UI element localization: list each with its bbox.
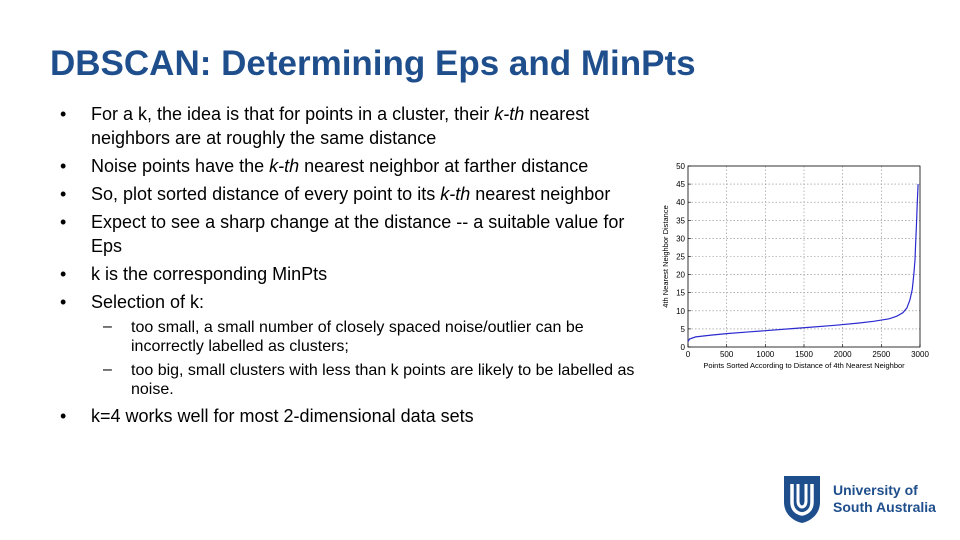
sub-bullet-item: – too big, small clusters with less than… xyxy=(103,361,651,399)
y-tick-label: 20 xyxy=(676,271,685,280)
y-tick-label: 10 xyxy=(676,307,685,316)
bullet-emphasis: k-th xyxy=(269,156,300,176)
y-tick-label: 45 xyxy=(676,180,685,189)
university-name: University of South Australia xyxy=(833,482,936,516)
bullet-text: Expect to see a sharp change at the dist… xyxy=(91,212,625,256)
sub-bullet-marker: – xyxy=(103,318,112,335)
bullet-item: • Noise points have the k-th nearest nei… xyxy=(58,154,658,178)
bullet-marker: • xyxy=(60,406,67,426)
bullet-marker: • xyxy=(60,292,67,312)
bullet-text: Noise points have the xyxy=(91,156,270,176)
bullet-item: • So, plot sorted distance of every poin… xyxy=(58,182,658,206)
y-tick-label: 5 xyxy=(681,325,686,334)
x-tick-label: 500 xyxy=(720,350,734,359)
y-tick-label: 40 xyxy=(676,198,685,207)
x-tick-label: 0 xyxy=(686,350,691,359)
bullet-text: nearest neighbor at farther distance xyxy=(299,156,589,176)
knn-distance-chart: 0 500 1000 1500 2000 2500 3000 0 5 10 15 20 25 30 35 40… xyxy=(661,162,929,370)
x-tick-label: 2500 xyxy=(872,350,890,359)
bullet-item: • k is the corresponding MinPts xyxy=(58,262,658,286)
bullet-marker: • xyxy=(60,212,67,232)
bullet-emphasis: k-th xyxy=(440,184,471,204)
y-tick-label: 50 xyxy=(676,162,685,171)
bullet-text: k=4 works well for most 2-dimensional da… xyxy=(91,406,474,426)
bullet-marker: • xyxy=(60,156,67,176)
y-tick-label: 15 xyxy=(676,289,685,298)
bullet-text: nearest neighbors are at roughly the sam… xyxy=(91,104,590,148)
sub-bullet-text: too big, small clusters with less than k… xyxy=(131,362,635,398)
unisa-crest-icon xyxy=(784,476,820,523)
bullet-emphasis: k-th xyxy=(494,104,525,124)
bullet-text: nearest neighbor xyxy=(470,184,611,204)
x-tick-label: 1000 xyxy=(756,350,774,359)
university-name-line2: South Australia xyxy=(833,499,936,515)
series-line xyxy=(687,184,919,342)
x-axis-label: Points Sorted According to Distance of 4… xyxy=(703,361,905,370)
bullet-item: • k=4 works well for most 2-dimensional … xyxy=(58,404,658,428)
university-logo: University of South Australia xyxy=(780,474,950,530)
bullet-marker: • xyxy=(60,104,67,124)
bullet-text: So, plot sorted distance of every point … xyxy=(91,184,441,204)
sub-bullet-text: too small, a small number of closely spa… xyxy=(131,319,584,355)
y-tick-label: 35 xyxy=(676,216,685,225)
bullet-item: • For a k, the idea is that for points i… xyxy=(58,102,658,150)
y-axis-label: 4th Nearest Neighbor Distance xyxy=(661,205,670,308)
y-tick-label: 25 xyxy=(676,253,685,262)
bullet-text: For a k, the idea is that for points in … xyxy=(91,104,495,124)
x-tick-label: 2000 xyxy=(834,350,852,359)
bullet-marker: • xyxy=(60,184,67,204)
sub-bullet-marker: – xyxy=(103,361,112,378)
bullet-item: • Expect to see a sharp change at the di… xyxy=(58,210,658,258)
sub-bullet-item: – too small, a small number of closely s… xyxy=(103,318,651,356)
slide-title: DBSCAN: Determining Eps and MinPts xyxy=(50,44,696,83)
bullet-list: • For a k, the idea is that for points i… xyxy=(58,102,658,432)
bullet-text: Selection of k: xyxy=(91,292,205,312)
x-tick-label: 1500 xyxy=(795,350,813,359)
bullet-text: k is the corresponding MinPts xyxy=(91,264,328,284)
y-tick-label: 0 xyxy=(681,343,686,352)
bullet-marker: • xyxy=(60,264,67,284)
x-tick-label: 3000 xyxy=(911,350,929,359)
y-tick-label: 30 xyxy=(676,234,685,243)
bullet-item: • Selection of k: xyxy=(58,290,658,314)
university-name-line1: University of xyxy=(833,482,918,498)
